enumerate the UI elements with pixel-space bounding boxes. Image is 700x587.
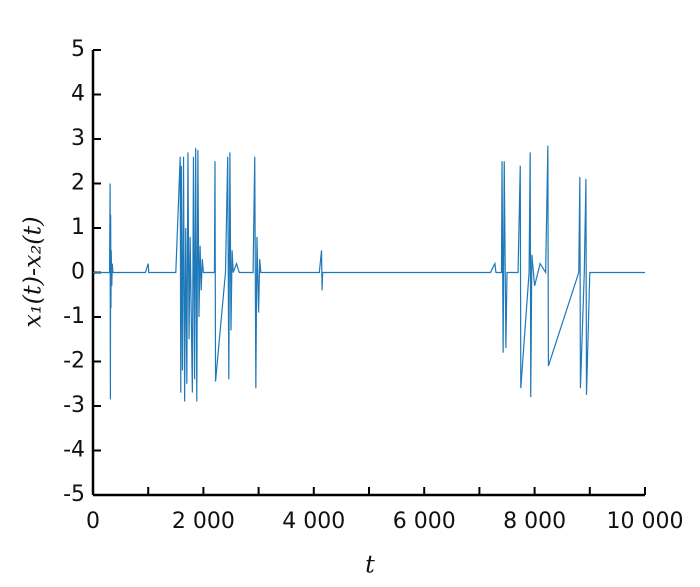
x-tick-label: 4 000 bbox=[282, 509, 345, 534]
y-tick-label: -3 bbox=[63, 393, 85, 418]
x-tick-label: 2 000 bbox=[172, 509, 235, 534]
y-tick-label: -4 bbox=[63, 438, 85, 463]
x-tick-label: 0 bbox=[86, 509, 100, 534]
data-line bbox=[93, 145, 645, 402]
y-axis-label: x₁(t)-x₂(t) bbox=[19, 216, 47, 327]
y-tick-label: -1 bbox=[63, 304, 85, 329]
y-tick-label: 4 bbox=[71, 82, 85, 107]
y-tick-label: -5 bbox=[63, 482, 85, 507]
y-tick-label: 3 bbox=[71, 126, 85, 151]
y-tick-label: 1 bbox=[71, 215, 85, 240]
x-axis-label: t bbox=[365, 551, 375, 579]
x-tick-label: 10 000 bbox=[607, 509, 684, 534]
y-tick-label: 0 bbox=[71, 260, 85, 285]
y-tick-label: 5 bbox=[71, 37, 85, 62]
x-tick-label: 8 000 bbox=[503, 509, 566, 534]
y-tick-label: -2 bbox=[63, 349, 85, 374]
y-tick-label: 2 bbox=[71, 171, 85, 196]
x-tick-label: 6 000 bbox=[393, 509, 456, 534]
